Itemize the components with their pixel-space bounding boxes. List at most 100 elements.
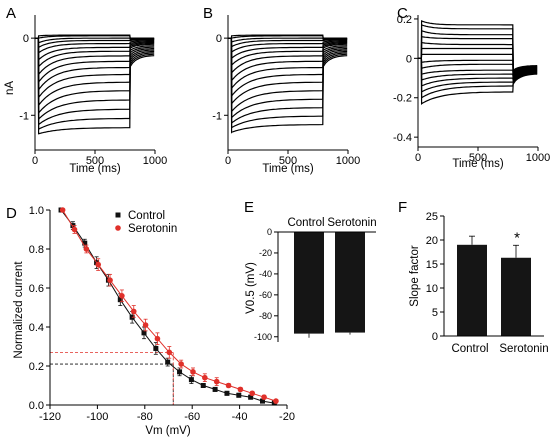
data-point-control bbox=[224, 390, 230, 396]
significance-star: * bbox=[514, 229, 520, 246]
x-tick-label: -20 bbox=[279, 411, 295, 423]
current-sweep-10 bbox=[228, 37, 348, 90]
legend-marker-serotonin bbox=[115, 225, 121, 231]
slope-factor-bars: * bbox=[457, 229, 531, 336]
current-sweep-2 bbox=[418, 24, 538, 73]
legend-marker-control bbox=[115, 212, 121, 218]
x-ticks-b: 0 500 1000 bbox=[225, 150, 360, 167]
v-half-bars bbox=[294, 232, 365, 338]
x-tick-label: 0 bbox=[32, 155, 38, 167]
legend-label-control: Control bbox=[128, 210, 165, 222]
fit-line-serotonin bbox=[62, 209, 277, 402]
data-point-serotonin bbox=[130, 308, 137, 315]
category-label: Serotonin bbox=[499, 343, 548, 355]
x-tick-label: 0 bbox=[415, 152, 421, 164]
y-tick-label: 15 bbox=[426, 259, 438, 271]
data-point-control bbox=[153, 345, 159, 351]
data-point-control bbox=[248, 394, 254, 400]
current-sweep-6 bbox=[228, 37, 348, 59]
trace-panel-b: 0 500 1000 0 -1 Time (ms) bbox=[212, 15, 360, 175]
x-tick-label: 0 bbox=[225, 155, 231, 167]
current-sweep-5 bbox=[418, 42, 538, 76]
y-tick-label: 0.4 bbox=[29, 322, 44, 334]
fit-line-control bbox=[60, 209, 275, 404]
x-ticks-d: -120 -100 -80 -60 -40 -20 bbox=[39, 405, 295, 423]
y-tick-label: -40 bbox=[259, 269, 272, 279]
category-label: Serotonin bbox=[327, 217, 376, 229]
y-tick-label: 20 bbox=[426, 235, 438, 247]
slope-factor-bar-panel: * 0 5 10 15 20 25 Control Serotonin Slope fact… bbox=[409, 211, 549, 355]
current-sweep-16 bbox=[228, 37, 348, 129]
data-point-control bbox=[200, 383, 206, 388]
current-sweep-9 bbox=[35, 37, 155, 84]
data-point-serotonin bbox=[190, 369, 196, 375]
current-sweep-13 bbox=[228, 37, 348, 112]
data-point-control bbox=[141, 330, 147, 336]
data-point-control bbox=[177, 369, 183, 375]
data-point-serotonin bbox=[225, 382, 232, 389]
category-labels-e: Control Serotonin bbox=[287, 217, 376, 229]
current-sweep-4 bbox=[228, 37, 348, 48]
x-axis-label-a: Time (ms) bbox=[69, 163, 120, 175]
x-tick-label: 1000 bbox=[526, 152, 550, 164]
current-sweep-14 bbox=[418, 57, 538, 99]
y-tick-label: 10 bbox=[426, 283, 438, 295]
y-tick-label: -1 bbox=[212, 110, 222, 122]
trace-sweeps-c bbox=[418, 20, 538, 106]
current-sweep-1 bbox=[418, 20, 538, 72]
y-axis-label-a: nA bbox=[4, 81, 16, 95]
y-tick-label: -80 bbox=[259, 311, 272, 321]
data-point-control bbox=[82, 240, 88, 246]
y-tick-label: -60 bbox=[259, 290, 272, 300]
current-sweep-4 bbox=[35, 37, 155, 48]
current-sweep-4 bbox=[418, 36, 538, 75]
category-labels-f: Control Serotonin bbox=[451, 343, 548, 355]
data-point-serotonin bbox=[166, 349, 173, 356]
current-sweep-7 bbox=[228, 37, 348, 66]
current-sweep-8 bbox=[418, 57, 538, 79]
trace-panel-a: 0 500 1000 0 -1 Time (ms) nA bbox=[4, 15, 167, 175]
y-tick-label: 1.0 bbox=[29, 205, 44, 217]
x-tick-label: 500 bbox=[86, 155, 104, 167]
x-tick-label: -100 bbox=[86, 411, 108, 423]
x-tick-label: 1000 bbox=[336, 155, 360, 167]
current-sweep-2 bbox=[228, 35, 348, 40]
current-sweep-3 bbox=[418, 30, 538, 74]
data-point-serotonin bbox=[142, 322, 149, 328]
current-sweep-3 bbox=[35, 37, 155, 45]
data-point-serotonin bbox=[119, 293, 125, 299]
current-sweep-15 bbox=[35, 37, 155, 126]
data-point-serotonin bbox=[95, 261, 101, 268]
v-half-bar-panel: 0 -20 -40 -60 -80 -100 Control Serotonin V0.5 … bbox=[245, 217, 377, 342]
x-tick-label: 500 bbox=[469, 152, 487, 164]
data-point-control bbox=[236, 392, 242, 398]
current-sweep-11 bbox=[35, 37, 155, 99]
data-point-control bbox=[188, 377, 194, 383]
legend: Control Serotonin bbox=[115, 210, 177, 235]
bar-serotonin bbox=[335, 232, 365, 333]
y-tick-label: 0.6 bbox=[29, 283, 44, 295]
y-axis-label-d: Normalized current bbox=[13, 261, 25, 359]
data-point-control bbox=[260, 398, 265, 404]
x-tick-label: 500 bbox=[279, 155, 297, 167]
bar-control bbox=[457, 244, 487, 336]
data-point-serotonin bbox=[202, 374, 208, 381]
data-point-control bbox=[165, 359, 171, 365]
current-sweep-7 bbox=[418, 53, 538, 78]
current-sweep-17 bbox=[35, 37, 155, 135]
y-tick-label: 0.0 bbox=[29, 400, 44, 412]
x-tick-label: -120 bbox=[39, 411, 61, 423]
y-tick-label: -100 bbox=[254, 332, 272, 342]
category-label: Control bbox=[287, 217, 324, 229]
panel-letter-d: D bbox=[6, 205, 17, 222]
panel-letter-c: C bbox=[397, 5, 408, 22]
y-tick-label: 0 bbox=[23, 33, 29, 45]
y-tick-label: 0 bbox=[406, 53, 412, 65]
y-tick-label: 5 bbox=[432, 307, 438, 319]
current-sweep-7 bbox=[35, 37, 155, 69]
current-sweep-6 bbox=[418, 47, 538, 77]
y-tick-label: 25 bbox=[426, 211, 438, 223]
panel-letter-b: B bbox=[203, 5, 213, 22]
x-tick-label: -80 bbox=[137, 411, 153, 423]
y-axis-label-f: Slope factor bbox=[409, 245, 421, 307]
